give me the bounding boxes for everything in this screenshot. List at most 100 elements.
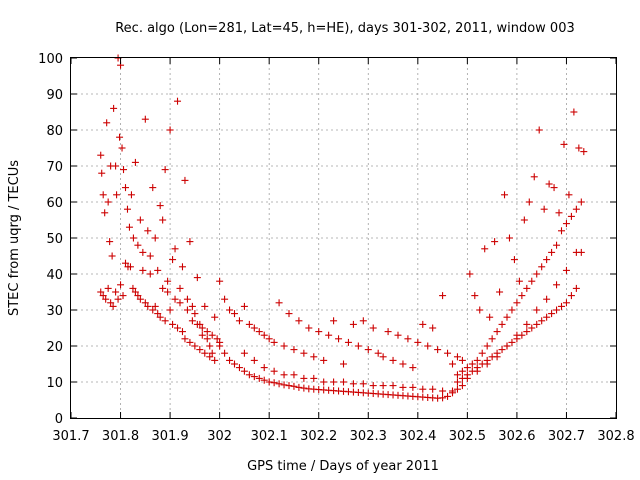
x-tick-label: 302.4	[399, 429, 436, 444]
data-point	[139, 266, 147, 274]
y-tick-label: 100	[38, 52, 63, 67]
data-point	[508, 306, 516, 314]
data-point	[161, 317, 169, 325]
data-point	[164, 277, 172, 285]
data-point	[201, 302, 209, 310]
data-point	[429, 385, 437, 393]
x-tick-label: 301.9	[151, 429, 188, 444]
data-point	[523, 328, 531, 336]
data-point	[178, 263, 186, 271]
data-point	[379, 353, 387, 361]
data-point	[414, 338, 422, 346]
data-points	[97, 54, 588, 402]
y-axis-ticks: 0 10 20 30 40 50 60 70 80 90 100	[38, 52, 616, 427]
data-point	[498, 320, 506, 328]
data-point	[553, 241, 561, 249]
data-point	[491, 238, 499, 246]
data-point	[245, 371, 253, 379]
data-point	[125, 223, 133, 231]
data-point	[453, 385, 461, 393]
data-point	[290, 346, 298, 354]
data-point	[159, 216, 167, 224]
data-point	[434, 346, 442, 354]
data-point	[533, 270, 541, 278]
data-point	[183, 295, 191, 303]
y-tick-label: 20	[46, 340, 63, 355]
data-point	[538, 317, 546, 325]
data-point	[240, 302, 248, 310]
data-point	[515, 277, 523, 285]
data-point	[240, 367, 248, 375]
y-tick-label: 90	[46, 88, 63, 103]
data-point	[250, 373, 258, 381]
data-point	[577, 198, 585, 206]
data-point	[235, 364, 243, 372]
data-point	[543, 313, 551, 321]
data-point	[275, 299, 283, 307]
data-point	[231, 310, 238, 318]
data-point	[198, 331, 206, 339]
data-point	[572, 205, 580, 213]
data-point	[444, 349, 452, 357]
data-point	[458, 382, 466, 390]
data-point	[156, 202, 164, 210]
data-point	[290, 382, 298, 390]
data-point	[240, 349, 248, 357]
data-point	[550, 184, 558, 192]
data-point	[340, 360, 347, 368]
data-point	[463, 364, 471, 372]
x-axis-label: GPS time / Days of year 2011	[247, 459, 439, 474]
data-point	[320, 378, 328, 386]
data-point	[169, 320, 177, 328]
data-point	[389, 356, 397, 364]
data-point	[208, 331, 216, 339]
data-point	[374, 349, 382, 357]
data-point	[144, 227, 152, 235]
data-point	[389, 382, 397, 390]
data-point	[496, 288, 504, 296]
data-point	[154, 310, 162, 318]
data-point	[101, 209, 109, 217]
data-point	[203, 328, 211, 336]
data-point	[429, 324, 437, 332]
data-point	[250, 324, 258, 332]
data-point	[156, 313, 164, 321]
data-point	[285, 310, 293, 318]
data-point	[335, 335, 343, 343]
data-point	[449, 360, 456, 368]
data-point	[116, 133, 124, 141]
data-point	[166, 126, 174, 134]
data-point	[453, 371, 461, 379]
data-point	[186, 238, 194, 246]
data-point	[171, 295, 179, 303]
data-point	[112, 162, 120, 170]
data-point	[99, 191, 107, 199]
data-point	[97, 151, 105, 159]
data-point	[181, 176, 189, 184]
data-point	[141, 115, 149, 123]
data-point	[260, 331, 268, 339]
data-point	[565, 191, 573, 199]
data-point	[562, 266, 570, 274]
data-point	[104, 198, 112, 206]
data-point	[505, 234, 513, 242]
data-point	[476, 306, 484, 314]
data-point	[221, 349, 229, 357]
data-point	[98, 169, 106, 177]
data-point	[97, 288, 105, 296]
x-tick-label: 302.1	[251, 429, 288, 444]
y-axis-label: STEC from uqrg / TECUs	[7, 160, 22, 316]
x-tick-label: 302.7	[548, 429, 585, 444]
data-point	[300, 384, 308, 392]
data-point	[330, 317, 338, 325]
data-point	[221, 295, 229, 303]
data-point	[300, 349, 308, 357]
data-point	[498, 346, 506, 354]
data-point	[203, 335, 211, 343]
data-point	[159, 284, 167, 292]
data-point	[553, 306, 561, 314]
data-point	[525, 198, 533, 206]
x-tick-label: 302.2	[300, 429, 337, 444]
data-point	[444, 392, 452, 400]
